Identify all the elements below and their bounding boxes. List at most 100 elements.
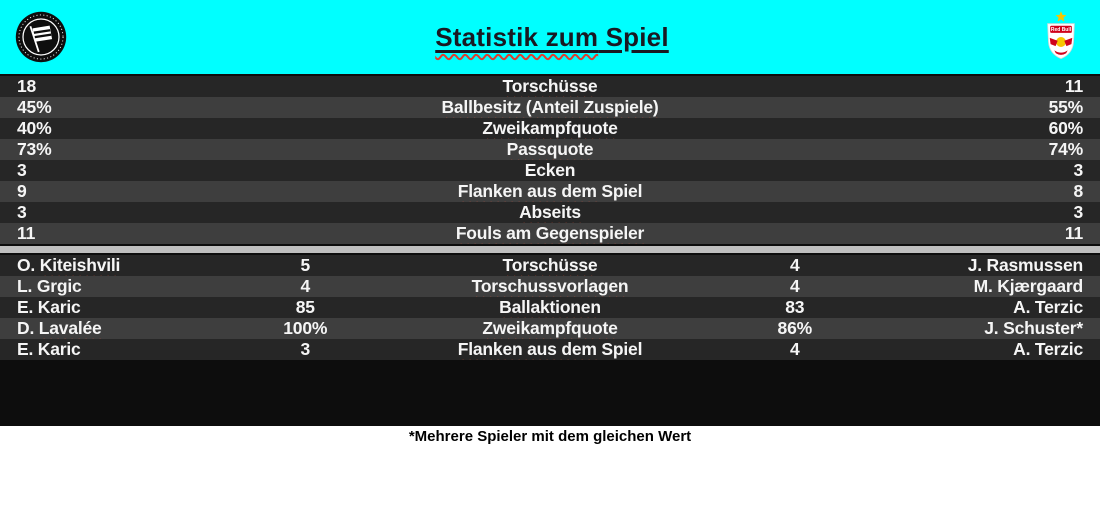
home-player-name: L. Grgic bbox=[0, 276, 220, 297]
crest-bottom-band bbox=[1054, 50, 1068, 55]
home-player-name: E. Karic bbox=[0, 297, 220, 318]
away-player-value: 4 bbox=[789, 276, 800, 296]
crest-lettering-ring bbox=[18, 14, 64, 60]
stat-label: Zweikampfquote bbox=[391, 318, 710, 339]
stat-label: Torschüsse bbox=[391, 255, 710, 276]
home-player-value: 3 bbox=[300, 339, 311, 359]
stats-body: 18 Torschüsse 11 45% Ballbesitz (Anteil … bbox=[0, 74, 1100, 426]
team-stat-row: 9 Flanken aus dem Spiel 8 bbox=[0, 181, 1100, 202]
stat-label: Flanken aus dem Spiel bbox=[391, 339, 710, 360]
home-value: 3 bbox=[17, 202, 27, 222]
away-value: 3 bbox=[1073, 160, 1083, 180]
header: Statistik zum Spiel Red Bull bbox=[0, 0, 1100, 74]
home-player-name: O. Kiteishvili bbox=[0, 255, 220, 276]
page-title: Statistik zum Spiel bbox=[435, 22, 669, 53]
stat-label-wavy: Torschüsse bbox=[502, 255, 598, 275]
bull-left-icon bbox=[1049, 37, 1058, 47]
team-stat-row: 73% Passquote 74% bbox=[0, 139, 1100, 160]
red-bull-banner bbox=[1050, 25, 1072, 33]
section-divider bbox=[0, 246, 1100, 253]
away-player-name: J. Schuster* bbox=[984, 318, 1083, 338]
stat-label-wavy: Torschussvorlagen bbox=[471, 276, 629, 296]
star-icon bbox=[1055, 11, 1067, 22]
stat-label: Torschüsse bbox=[275, 76, 825, 97]
away-player-name: J. Rasmussen bbox=[967, 255, 1084, 275]
stat-label-wavy: Flanken aus dem bbox=[457, 181, 597, 201]
away-player-value: 83 bbox=[785, 297, 805, 317]
player-stat-row: L. Grgic 4 Torschussvorlagen 4 M. Kjærga… bbox=[0, 276, 1100, 297]
player-stat-row: D. Lavalée 100% Zweikampfquote 86% J. Sc… bbox=[0, 318, 1100, 339]
home-team-logo bbox=[15, 11, 67, 63]
stat-label: Ballbesitz (Anteil Zuspiele) bbox=[275, 97, 825, 118]
stat-label-plain: Ecken bbox=[524, 160, 576, 180]
title-wavy-segment: Statistik zum bbox=[435, 21, 599, 52]
home-player-name: E. Karic bbox=[0, 339, 220, 360]
stat-label: Passquote bbox=[275, 139, 825, 160]
away-value: 55% bbox=[1048, 97, 1084, 117]
stat-label: Torschussvorlagen bbox=[391, 276, 710, 297]
team-stats-table: 18 Torschüsse 11 45% Ballbesitz (Anteil … bbox=[0, 76, 1100, 244]
stat-label-wavy: Fouls am Gegenspieler bbox=[455, 223, 645, 243]
stat-label-wavy: Zweikampfquote bbox=[482, 318, 618, 338]
away-player-value: 4 bbox=[789, 255, 800, 275]
home-player-main: E. Karic bbox=[17, 339, 81, 359]
away-player-name: A. Terzic bbox=[1013, 339, 1083, 359]
player-stat-row: E. Karic 3 Flanken aus dem Spiel 4 A. Te… bbox=[0, 339, 1100, 360]
away-value: 11 bbox=[1064, 76, 1083, 96]
stat-label: Zweikampfquote bbox=[275, 118, 825, 139]
stat-label-plain: Spiel bbox=[596, 339, 643, 359]
stat-label: Ballaktionen bbox=[391, 297, 710, 318]
home-player-main: Lavalée bbox=[38, 318, 102, 338]
title-plain-segment: Spiel bbox=[598, 21, 669, 52]
team-stat-row: 45% Ballbesitz (Anteil Zuspiele) 55% bbox=[0, 97, 1100, 118]
home-player-prefix: D. bbox=[17, 318, 39, 338]
team-stat-row: 3 Abseits 3 bbox=[0, 202, 1100, 223]
away-player-value: 86% bbox=[777, 318, 813, 338]
away-team-logo: Red Bull bbox=[1047, 11, 1075, 60]
away-player-value: 4 bbox=[789, 339, 800, 359]
stat-label-wavy: Ballbesitz (Anteil Zuspiele) bbox=[441, 97, 659, 117]
stat-label-wavy: Zweikampfquote bbox=[482, 118, 618, 138]
home-player-name: D. Lavalée bbox=[0, 318, 220, 339]
home-value: 45% bbox=[17, 97, 52, 117]
home-player-value: 85 bbox=[295, 297, 315, 317]
away-player-name: M. Kjærgaard bbox=[973, 276, 1084, 296]
stat-label: Abseits bbox=[275, 202, 825, 223]
home-value: 9 bbox=[17, 181, 27, 201]
flag-icon bbox=[29, 25, 53, 53]
stat-label-wavy: Ballaktionen bbox=[499, 297, 601, 317]
footer-note: *Mehrere Spieler mit dem gleichen Wert bbox=[0, 426, 1100, 514]
home-value: 11 bbox=[17, 223, 36, 243]
stat-label-wavy: Passquote bbox=[506, 139, 594, 159]
away-value: 3 bbox=[1073, 202, 1083, 222]
player-stat-row: O. Kiteishvili 5 Torschüsse 4 J. Rasmuss… bbox=[0, 255, 1100, 276]
home-value: 3 bbox=[17, 160, 27, 180]
away-player-name: A. Terzic bbox=[1013, 297, 1083, 317]
team-stat-row: 40% Zweikampfquote 60% bbox=[0, 118, 1100, 139]
home-value: 40% bbox=[17, 118, 52, 138]
away-value: 60% bbox=[1048, 118, 1084, 138]
home-value: 18 bbox=[17, 76, 37, 96]
stat-label-wavy: Flanken aus dem bbox=[457, 339, 597, 359]
home-player-value: 5 bbox=[300, 255, 311, 275]
team-stat-row: 18 Torschüsse 11 bbox=[0, 76, 1100, 97]
stat-label-plain: Spiel bbox=[596, 181, 643, 201]
home-player-prefix: O. bbox=[17, 255, 40, 275]
team-stat-row: 3 Ecken 3 bbox=[0, 160, 1100, 181]
stat-label: Flanken aus dem Spiel bbox=[275, 181, 825, 202]
away-value: 11 bbox=[1064, 223, 1083, 243]
stat-label: Fouls am Gegenspieler bbox=[275, 223, 825, 244]
home-player-value: 4 bbox=[300, 276, 311, 296]
home-player-main: L. Grgic bbox=[17, 276, 82, 296]
bull-right-icon bbox=[1064, 37, 1073, 47]
stat-label-wavy: Abseits bbox=[519, 202, 581, 222]
away-value: 8 bbox=[1073, 181, 1083, 201]
home-player-main: Kiteishvili bbox=[39, 255, 121, 275]
red-bull-banner-text: Red Bull bbox=[1051, 27, 1072, 33]
sun-icon bbox=[1056, 37, 1066, 47]
home-value: 73% bbox=[17, 139, 52, 159]
team-stat-row: 11 Fouls am Gegenspieler 11 bbox=[0, 223, 1100, 244]
home-player-value: 100% bbox=[283, 318, 328, 338]
player-stat-row: E. Karic 85 Ballaktionen 83 A. Terzic bbox=[0, 297, 1100, 318]
